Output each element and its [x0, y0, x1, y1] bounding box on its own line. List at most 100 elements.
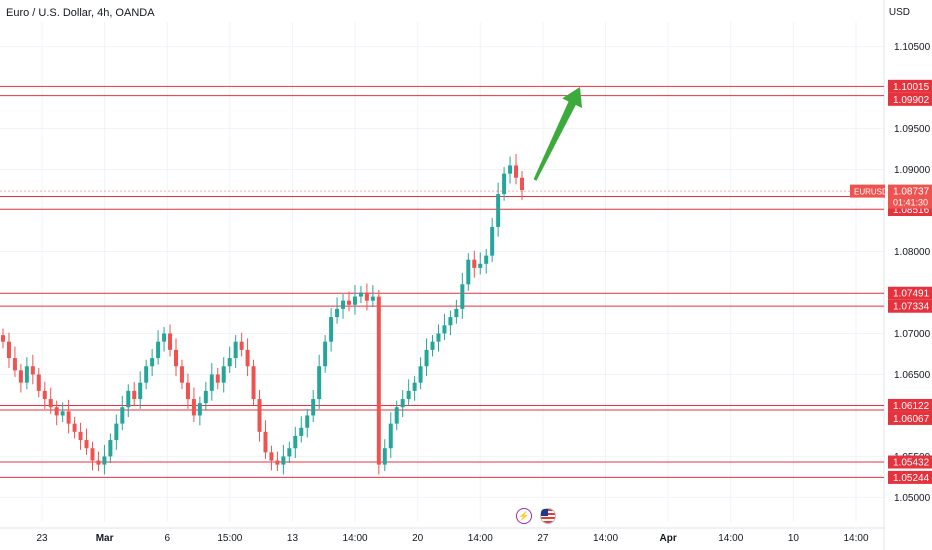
candle-body	[156, 341, 161, 359]
candle-body	[418, 366, 423, 383]
candle-body	[275, 460, 280, 465]
candle-body	[24, 366, 29, 383]
candle-body	[364, 292, 369, 301]
candle-body	[179, 366, 184, 383]
candle-body	[120, 407, 125, 424]
level-price-label: 1.05244	[893, 473, 930, 484]
x-tick-label: 23	[36, 533, 48, 544]
candle-body	[293, 435, 298, 449]
candle-body	[102, 456, 107, 465]
candle-body	[215, 374, 220, 383]
candle-body	[269, 452, 274, 461]
candle-body	[227, 358, 232, 367]
level-price-tag	[888, 455, 932, 469]
level-price-tag	[888, 411, 932, 425]
candle-body	[72, 423, 77, 432]
candle-body	[263, 431, 268, 453]
candle-body	[460, 284, 465, 309]
current-price-tag	[888, 184, 932, 209]
candle-body	[257, 399, 262, 432]
x-tick-label: 14:00	[593, 533, 618, 544]
candle-body	[376, 296, 381, 465]
level-price-tag	[888, 79, 932, 93]
candle-body	[191, 399, 196, 416]
candle-body	[496, 194, 501, 227]
candle-body	[305, 415, 310, 428]
level-price-tag	[888, 299, 932, 313]
candle-body	[66, 411, 71, 424]
candle-body	[251, 366, 256, 400]
currency-label: USD	[888, 7, 910, 18]
candle-body	[245, 349, 250, 367]
candle-body	[168, 333, 173, 350]
level-price-label: 1.07491	[893, 289, 930, 300]
candle-body	[197, 403, 202, 416]
candle-body	[454, 308, 459, 318]
level-price-tag	[888, 398, 932, 412]
candle-body	[317, 366, 322, 400]
candle-body	[18, 370, 23, 383]
candle-body	[466, 259, 471, 285]
candle-body	[90, 448, 95, 461]
level-price-tag	[888, 92, 932, 106]
candle-body	[352, 296, 357, 305]
candle-body	[239, 341, 244, 350]
y-tick-label: 1.08000	[894, 247, 931, 258]
candle-body	[508, 165, 513, 174]
lightning-icon[interactable]: ⚡	[516, 508, 532, 524]
candle-body	[78, 431, 83, 441]
candle-body	[406, 390, 411, 400]
candle-body	[448, 317, 453, 326]
candle-body	[394, 407, 399, 424]
candle-body	[150, 358, 155, 367]
level-price-tag	[888, 286, 932, 300]
level-price-tag	[888, 470, 932, 484]
x-tick-label: Apr	[660, 533, 677, 544]
candle-body	[30, 366, 35, 375]
candle-body	[221, 366, 226, 383]
candle-body	[6, 341, 11, 359]
candle-body	[281, 456, 286, 465]
candle-body	[341, 300, 346, 309]
candle-body	[126, 390, 131, 408]
candle-body	[370, 296, 375, 301]
candle-body	[520, 177, 524, 191]
candle-body	[329, 317, 334, 342]
x-tick-label: 14:00	[343, 533, 368, 544]
candle-body	[233, 341, 238, 359]
y-tick-label: 1.07000	[894, 329, 931, 340]
candle-body	[382, 448, 387, 465]
x-tick-label: 14:00	[843, 533, 868, 544]
us-flag-icon[interactable]	[540, 508, 556, 524]
candle-body	[1, 335, 5, 342]
y-tick-label: 1.10500	[894, 42, 931, 53]
x-tick-label: 15:00	[217, 533, 242, 544]
candle-body	[400, 399, 405, 408]
candle-body	[472, 259, 477, 268]
candle-body	[502, 173, 507, 195]
candle-body	[162, 333, 167, 342]
candle-body	[138, 382, 143, 400]
y-tick-label: 1.09000	[894, 165, 931, 176]
x-tick-label: 13	[287, 533, 299, 544]
candle-body	[12, 358, 17, 371]
x-tick-label: 20	[412, 533, 424, 544]
x-tick-label: 27	[537, 533, 549, 544]
symbol-title: Euro / U.S. Dollar, 4h, OANDA	[6, 7, 155, 19]
candle-body	[209, 374, 214, 391]
symbol-tag	[850, 184, 885, 198]
level-price-label: 1.06122	[893, 401, 930, 412]
candle-body	[114, 423, 119, 441]
candle-body	[436, 333, 441, 342]
level-price-label: 1.07334	[893, 302, 930, 313]
level-price-label: 1.05432	[893, 458, 930, 469]
x-tick-label: Mar	[96, 533, 114, 544]
x-tick-label: 14:00	[468, 533, 493, 544]
candle-body	[347, 300, 351, 305]
level-price-label: 1.09902	[893, 95, 930, 106]
countdown-label: 01:41:30	[893, 198, 928, 208]
candle-body	[388, 423, 393, 449]
candle-body	[132, 390, 137, 400]
candle-body	[478, 263, 483, 268]
